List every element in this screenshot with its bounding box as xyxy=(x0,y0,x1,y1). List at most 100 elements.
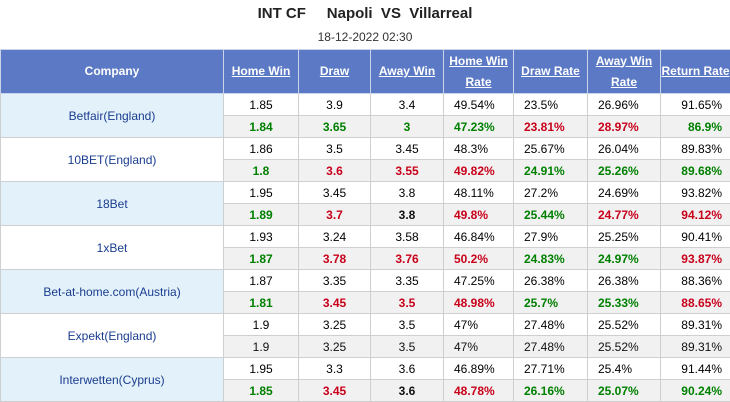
initial-away-win-cell: 3.35 xyxy=(370,269,444,292)
initial-away-win-rate-cell: 25.25% xyxy=(587,225,661,248)
initial-home-win-rate-cell: 46.84% xyxy=(443,225,514,248)
initial-draw-rate-cell: 26.38% xyxy=(513,269,588,292)
live-away-win-rate-cell: 25.26% xyxy=(587,159,661,182)
initial-away-win-cell: 3.4 xyxy=(370,93,444,116)
initial-return-rate-cell: 93.82% xyxy=(660,181,730,204)
initial-away-win-cell: 3.45 xyxy=(370,137,444,160)
company-cell: 1xBet xyxy=(0,225,224,270)
live-away-win-cell: 3.76 xyxy=(370,247,444,270)
live-home-win-rate-cell: 50.2% xyxy=(443,247,514,270)
initial-draw-rate-cell: 25.67% xyxy=(513,137,588,160)
initial-home-win-cell: 1.95 xyxy=(223,181,299,204)
col-draw-rate[interactable]: Draw Rate xyxy=(513,49,588,94)
live-home-win-cell: 1.9 xyxy=(223,335,299,358)
live-away-win-rate-cell: 24.77% xyxy=(587,203,661,226)
initial-return-rate-cell: 89.31% xyxy=(660,313,730,336)
initial-home-win-cell: 1.93 xyxy=(223,225,299,248)
initial-away-win-cell: 3.5 xyxy=(370,313,444,336)
live-home-win-cell: 1.89 xyxy=(223,203,299,226)
initial-home-win-cell: 1.87 xyxy=(223,269,299,292)
col-draw[interactable]: Draw xyxy=(298,49,371,94)
table-row: Interwetten(Cyprus) 1.95 3.3 3.6 46.89% 27.71… xyxy=(0,357,730,402)
col-away-win[interactable]: Away Win xyxy=(370,49,444,94)
col-home-win[interactable]: Home Win xyxy=(223,49,299,94)
company-link[interactable]: Interwetten(Cyprus) xyxy=(59,372,165,387)
initial-draw-rate-cell: 23.5% xyxy=(513,93,588,116)
initial-home-win-rate-cell: 47.25% xyxy=(443,269,514,292)
live-home-win-cell: 1.81 xyxy=(223,291,299,314)
col-away-win-rate[interactable]: Away Win Rate xyxy=(587,49,661,94)
initial-home-win-rate-cell: 48.11% xyxy=(443,181,514,204)
live-away-win-cell: 3.5 xyxy=(370,335,444,358)
initial-draw-cell: 3.35 xyxy=(298,269,371,292)
initial-home-win-cell: 1.9 xyxy=(223,313,299,336)
odds-table: Company Home Win Draw Away Win Home Win R… xyxy=(0,49,730,402)
live-return-rate-cell: 88.65% xyxy=(660,291,730,314)
initial-return-rate-cell: 88.36% xyxy=(660,269,730,292)
live-home-win-rate-cell: 47% xyxy=(443,335,514,358)
live-home-win-rate-cell: 48.78% xyxy=(443,379,514,402)
live-return-rate-cell: 90.24% xyxy=(660,379,730,402)
live-away-win-rate-cell: 25.33% xyxy=(587,291,661,314)
table-row: 1.9 3.25 3.5 47% 27.48% 25.52% 89.31% xyxy=(1,335,730,358)
initial-home-win-rate-cell: 47% xyxy=(443,313,514,336)
live-home-win-cell: 1.87 xyxy=(223,247,299,270)
odds-table-body: Betfair(England) 1.85 3.9 3.4 49.54% 23.5% 26.… xyxy=(0,93,730,402)
live-draw-cell: 3.45 xyxy=(298,291,371,314)
live-draw-rate-cell: 24.91% xyxy=(513,159,588,182)
col-home-win-rate[interactable]: Home Win Rate xyxy=(443,49,514,94)
live-away-win-rate-cell: 25.07% xyxy=(587,379,661,402)
col-company: Company xyxy=(0,49,224,94)
live-home-win-cell: 1.84 xyxy=(223,115,299,138)
company-link[interactable]: Expekt(England) xyxy=(67,328,157,343)
initial-draw-rate-cell: 27.71% xyxy=(513,357,588,380)
initial-away-win-cell: 3.58 xyxy=(370,225,444,248)
live-draw-cell: 3.78 xyxy=(298,247,371,270)
initial-away-win-rate-cell: 24.69% xyxy=(587,181,661,204)
live-return-rate-cell: 94.12% xyxy=(660,203,730,226)
company-link[interactable]: 1xBet xyxy=(96,240,128,255)
live-return-rate-cell: 93.87% xyxy=(660,247,730,270)
table-row: 1.85 3.45 3.6 48.78% 26.16% 25.07% 90.24% xyxy=(1,379,730,402)
table-row: Expekt(England) 1.9 3.25 3.5 47% 27.48% 25.52%… xyxy=(0,313,730,358)
company-cell: Bet-at-home.com(Austria) xyxy=(0,269,224,314)
initial-away-win-cell: 3.6 xyxy=(370,357,444,380)
initial-away-win-rate-cell: 26.96% xyxy=(587,93,661,116)
initial-home-win-cell: 1.95 xyxy=(223,357,299,380)
table-row: Bet-at-home.com(Austria) 1.87 3.35 3.35 47.2… xyxy=(0,269,730,314)
live-return-rate-cell: 86.9% xyxy=(660,115,730,138)
company-link[interactable]: 18Bet xyxy=(96,196,128,211)
initial-away-win-rate-cell: 25.4% xyxy=(587,357,661,380)
live-return-rate-cell: 89.31% xyxy=(660,335,730,358)
initial-away-win-rate-cell: 26.38% xyxy=(587,269,661,292)
initial-draw-cell: 3.3 xyxy=(298,357,371,380)
live-draw-cell: 3.7 xyxy=(298,203,371,226)
company-link[interactable]: 10BET(England) xyxy=(67,152,157,167)
table-row: 1.84 3.65 3 47.23% 23.81% 28.97% 86.9% xyxy=(1,115,730,138)
initial-home-win-rate-cell: 48.3% xyxy=(443,137,514,160)
live-draw-rate-cell: 25.7% xyxy=(513,291,588,314)
home-team-label: INT CF xyxy=(257,5,306,22)
live-home-win-cell: 1.85 xyxy=(223,379,299,402)
initial-draw-cell: 3.45 xyxy=(298,181,371,204)
initial-home-win-cell: 1.86 xyxy=(223,137,299,160)
initial-draw-cell: 3.9 xyxy=(298,93,371,116)
initial-return-rate-cell: 91.65% xyxy=(660,93,730,116)
initial-away-win-cell: 3.8 xyxy=(370,181,444,204)
initial-home-win-cell: 1.85 xyxy=(223,93,299,116)
live-home-win-cell: 1.8 xyxy=(223,159,299,182)
col-return-rate[interactable]: Return Rate xyxy=(660,49,730,94)
live-home-win-rate-cell: 49.8% xyxy=(443,203,514,226)
company-cell: 10BET(England) xyxy=(0,137,224,182)
company-link[interactable]: Betfair(England) xyxy=(68,108,156,123)
company-cell: Expekt(England) xyxy=(0,313,224,358)
live-draw-rate-cell: 27.48% xyxy=(513,335,588,358)
live-away-win-cell: 3.5 xyxy=(370,291,444,314)
live-draw-rate-cell: 26.16% xyxy=(513,379,588,402)
live-draw-cell: 3.6 xyxy=(298,159,371,182)
live-away-win-cell: 3.55 xyxy=(370,159,444,182)
company-link[interactable]: Bet-at-home.com(Austria) xyxy=(43,284,181,299)
live-draw-rate-cell: 24.83% xyxy=(513,247,588,270)
initial-away-win-rate-cell: 25.52% xyxy=(587,313,661,336)
live-return-rate-cell: 89.68% xyxy=(660,159,730,182)
